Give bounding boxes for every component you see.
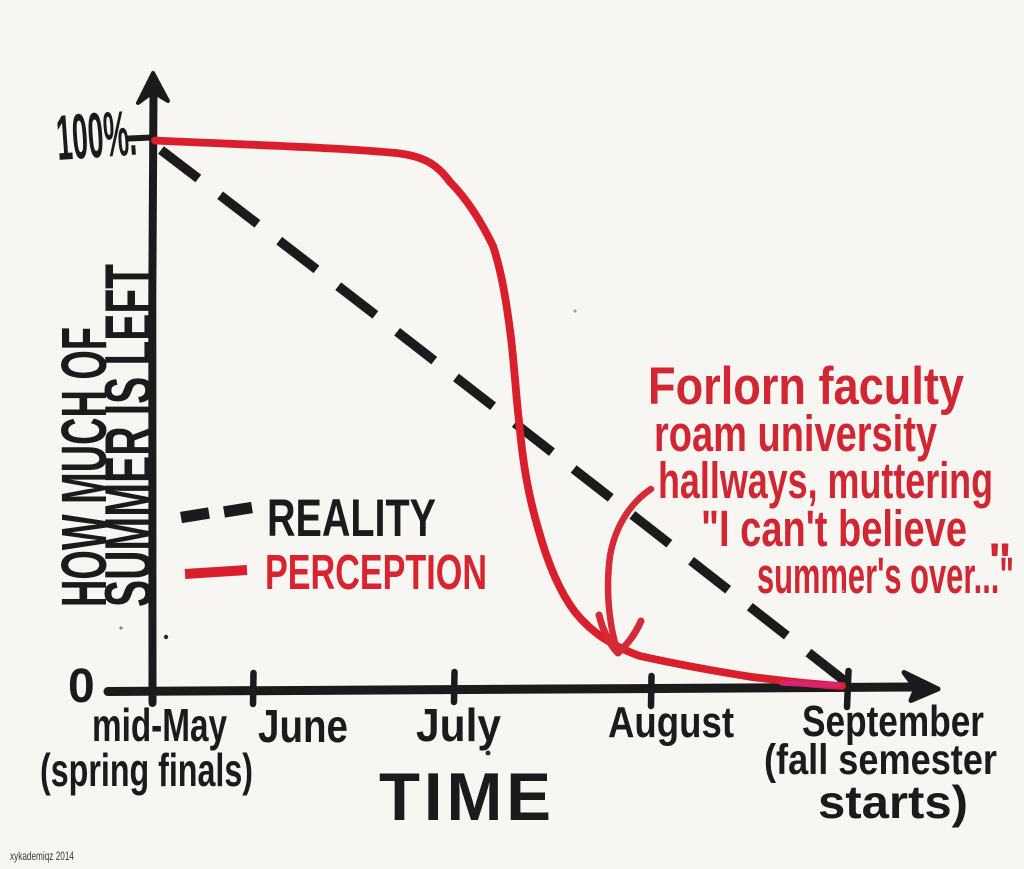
svg-text:June: June [258,700,348,752]
svg-text:hallways, muttering: hallways, muttering [658,452,993,509]
svg-text:roam university: roam university [654,405,937,462]
svg-text:TIME: TIME [379,759,555,835]
svg-text:Forlorn faculty: Forlorn faculty [648,357,964,416]
svg-text:September: September [802,697,984,746]
svg-text:(fall semester: (fall semester [764,736,997,784]
svg-text:PERCEPTION: PERCEPTION [265,546,487,600]
svg-text:summer's over...": summer's over..." [757,547,1014,604]
svg-text:starts): starts) [818,776,968,828]
svg-text:100%.: 100%. [54,97,139,174]
svg-text:xykademiqz 2014: xykademiqz 2014 [10,849,74,863]
svg-text:"I can't believe: "I can't believe [701,500,967,557]
svg-text:": " [988,533,1012,589]
svg-text:mid-May: mid-May [92,699,227,751]
svg-text:HOW MUCH OF: HOW MUCH OF [48,327,120,607]
svg-text:August: August [608,698,734,747]
svg-text:(spring finals): (spring finals) [40,744,253,796]
svg-text:July: July [416,699,501,751]
svg-text:SUMMER IS LEFT: SUMMER IS LEFT [91,264,167,607]
svg-text:REALITY: REALITY [267,489,436,548]
svg-text:0: 0 [68,660,95,713]
